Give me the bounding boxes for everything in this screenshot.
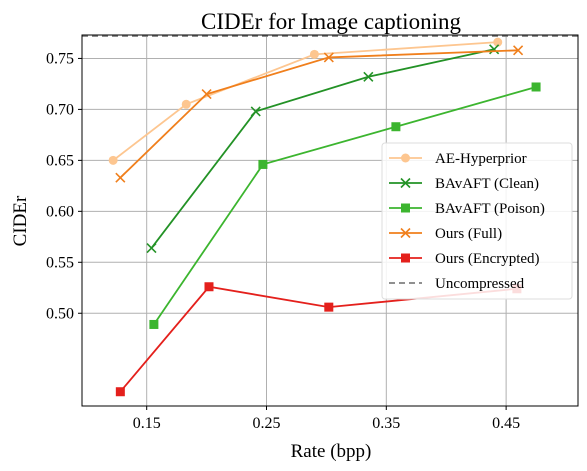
chart-title: CIDEr for Image captioning	[201, 9, 461, 34]
legend-label: Ours (Full)	[435, 226, 502, 242]
x-tick-label: 0.35	[372, 415, 400, 432]
series-line-bavaft-clean	[150, 48, 495, 249]
data-point-ours-full	[201, 89, 212, 100]
data-point-ae-hyperprior	[108, 155, 118, 165]
x-axis-label: Rate (bpp)	[291, 441, 372, 462]
data-point-ae-hyperprior	[493, 37, 503, 47]
legend-item-ours-encrypted: Ours (Encrypted)	[389, 251, 540, 267]
legend-marker	[400, 227, 411, 239]
series-bavaft-clean	[146, 44, 500, 254]
data-point-bavaft-clean	[363, 71, 374, 82]
x-tick-label: 0.25	[253, 415, 281, 432]
legend-label: Uncompressed	[435, 276, 525, 292]
data-point-ours-full	[115, 172, 126, 183]
legend-marker	[401, 253, 410, 263]
y-tick-label: 0.75	[46, 50, 74, 67]
legend-item-ours-full: Ours (Full)	[389, 226, 502, 242]
data-point-ours-encrypted	[324, 302, 334, 312]
data-point-bavaft-clean	[489, 44, 500, 55]
series-ours-full	[115, 45, 524, 183]
legend-marker	[401, 153, 410, 163]
data-point-ours-full	[513, 45, 524, 56]
y-tick-label: 0.70	[46, 101, 74, 118]
y-axis-label: CIDEr	[10, 195, 31, 246]
data-point-ae-hyperprior	[181, 99, 191, 109]
plot-frame	[81, 34, 579, 407]
y-tick-label: 0.55	[46, 254, 74, 271]
legend-item-uncompressed: Uncompressed	[389, 276, 525, 292]
series-ae-hyperprior	[108, 37, 503, 165]
legend-box	[381, 142, 573, 300]
data-point-ours-encrypted	[115, 387, 125, 397]
legend-label: BAvAFT (Poison)	[435, 201, 545, 217]
data-point-ours-full	[323, 52, 334, 63]
legend: AE-Hyperprior BAvAFT (Clean) BAvAFT (Poiso…	[381, 142, 573, 300]
y-tick-label: 0.65	[46, 152, 74, 169]
series-line-ae-hyperprior	[112, 41, 498, 162]
legend-item-bavaft-poison: BAvAFT (Poison)	[389, 201, 545, 217]
grid	[82, 35, 578, 406]
legend-item-ae-hyperprior: AE-Hyperprior	[389, 151, 527, 167]
series-line-ours-full	[119, 49, 519, 179]
data-point-ours-encrypted	[204, 282, 214, 292]
series-bavaft-poison	[149, 82, 541, 329]
data-point-ae-hyperprior	[309, 49, 319, 59]
legend-label: BAvAFT (Clean)	[435, 176, 539, 192]
y-tick-label: 0.50	[46, 305, 74, 322]
x-tick-label: 0.15	[133, 415, 161, 432]
legend-label: Ours (Encrypted)	[435, 251, 540, 267]
y-tick-label: 0.60	[46, 203, 74, 220]
data-point-bavaft-poison	[258, 159, 268, 169]
data-point-bavaft-clean	[250, 106, 261, 117]
legend-marker	[400, 177, 411, 189]
data-point-bavaft-poison	[391, 122, 401, 132]
data-point-bavaft-clean	[146, 242, 157, 254]
legend-label: AE-Hyperprior	[435, 151, 527, 167]
legend-item-bavaft-clean: BAvAFT (Clean)	[389, 176, 539, 192]
axis-ticks: 0.15 0.25 0.35 0.45 0.50 0.55 0.60 0.65 0.70 0.75	[46, 50, 520, 432]
data-point-bavaft-poison	[531, 82, 541, 92]
series-line-bavaft-poison	[153, 86, 537, 325]
data-point-bavaft-poison	[149, 319, 159, 329]
legend-marker	[401, 203, 410, 213]
x-tick-label: 0.45	[492, 415, 520, 432]
series-line-ours-encrypted	[119, 285, 517, 393]
